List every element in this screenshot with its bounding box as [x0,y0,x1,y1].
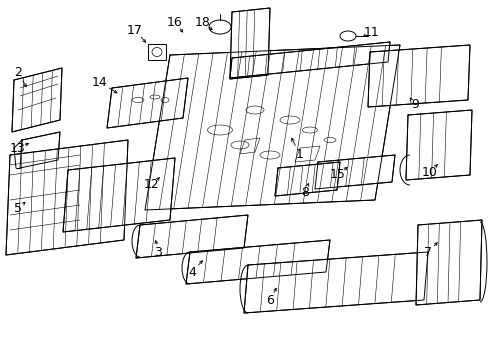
Text: 9: 9 [410,99,418,112]
Ellipse shape [245,106,264,114]
Polygon shape [145,45,399,210]
Text: 14: 14 [92,76,108,89]
Text: 10: 10 [421,166,437,179]
Ellipse shape [207,125,232,135]
Polygon shape [185,240,329,284]
Ellipse shape [152,48,162,57]
Ellipse shape [132,98,143,103]
Text: 18: 18 [195,15,210,28]
Polygon shape [405,110,471,180]
Text: 6: 6 [265,293,273,306]
Ellipse shape [161,98,169,103]
Polygon shape [20,132,60,168]
Ellipse shape [280,116,299,124]
Ellipse shape [339,31,355,41]
Polygon shape [367,45,469,107]
Text: 16: 16 [167,15,183,28]
Polygon shape [229,8,269,79]
Text: 11: 11 [364,26,379,39]
Text: 17: 17 [127,23,142,36]
Text: 3: 3 [154,246,162,258]
Polygon shape [6,140,128,255]
Polygon shape [314,155,394,189]
Text: 7: 7 [423,246,431,258]
Text: 13: 13 [10,141,26,154]
Ellipse shape [260,151,280,159]
Polygon shape [107,78,187,128]
Polygon shape [229,42,389,78]
Ellipse shape [324,138,335,143]
Ellipse shape [150,95,160,99]
Text: 8: 8 [301,185,308,198]
Polygon shape [136,215,247,258]
Text: 12: 12 [144,179,160,192]
Text: 4: 4 [188,266,196,279]
Polygon shape [12,68,62,132]
Ellipse shape [230,141,248,149]
Ellipse shape [302,127,317,133]
Bar [148,44,165,60]
Text: 2: 2 [14,66,22,78]
Polygon shape [63,158,175,232]
Polygon shape [244,252,427,313]
Ellipse shape [208,20,230,34]
Text: 5: 5 [14,202,22,215]
Polygon shape [274,162,339,196]
Text: 1: 1 [295,148,304,162]
Polygon shape [415,220,481,305]
Text: 15: 15 [329,168,345,181]
